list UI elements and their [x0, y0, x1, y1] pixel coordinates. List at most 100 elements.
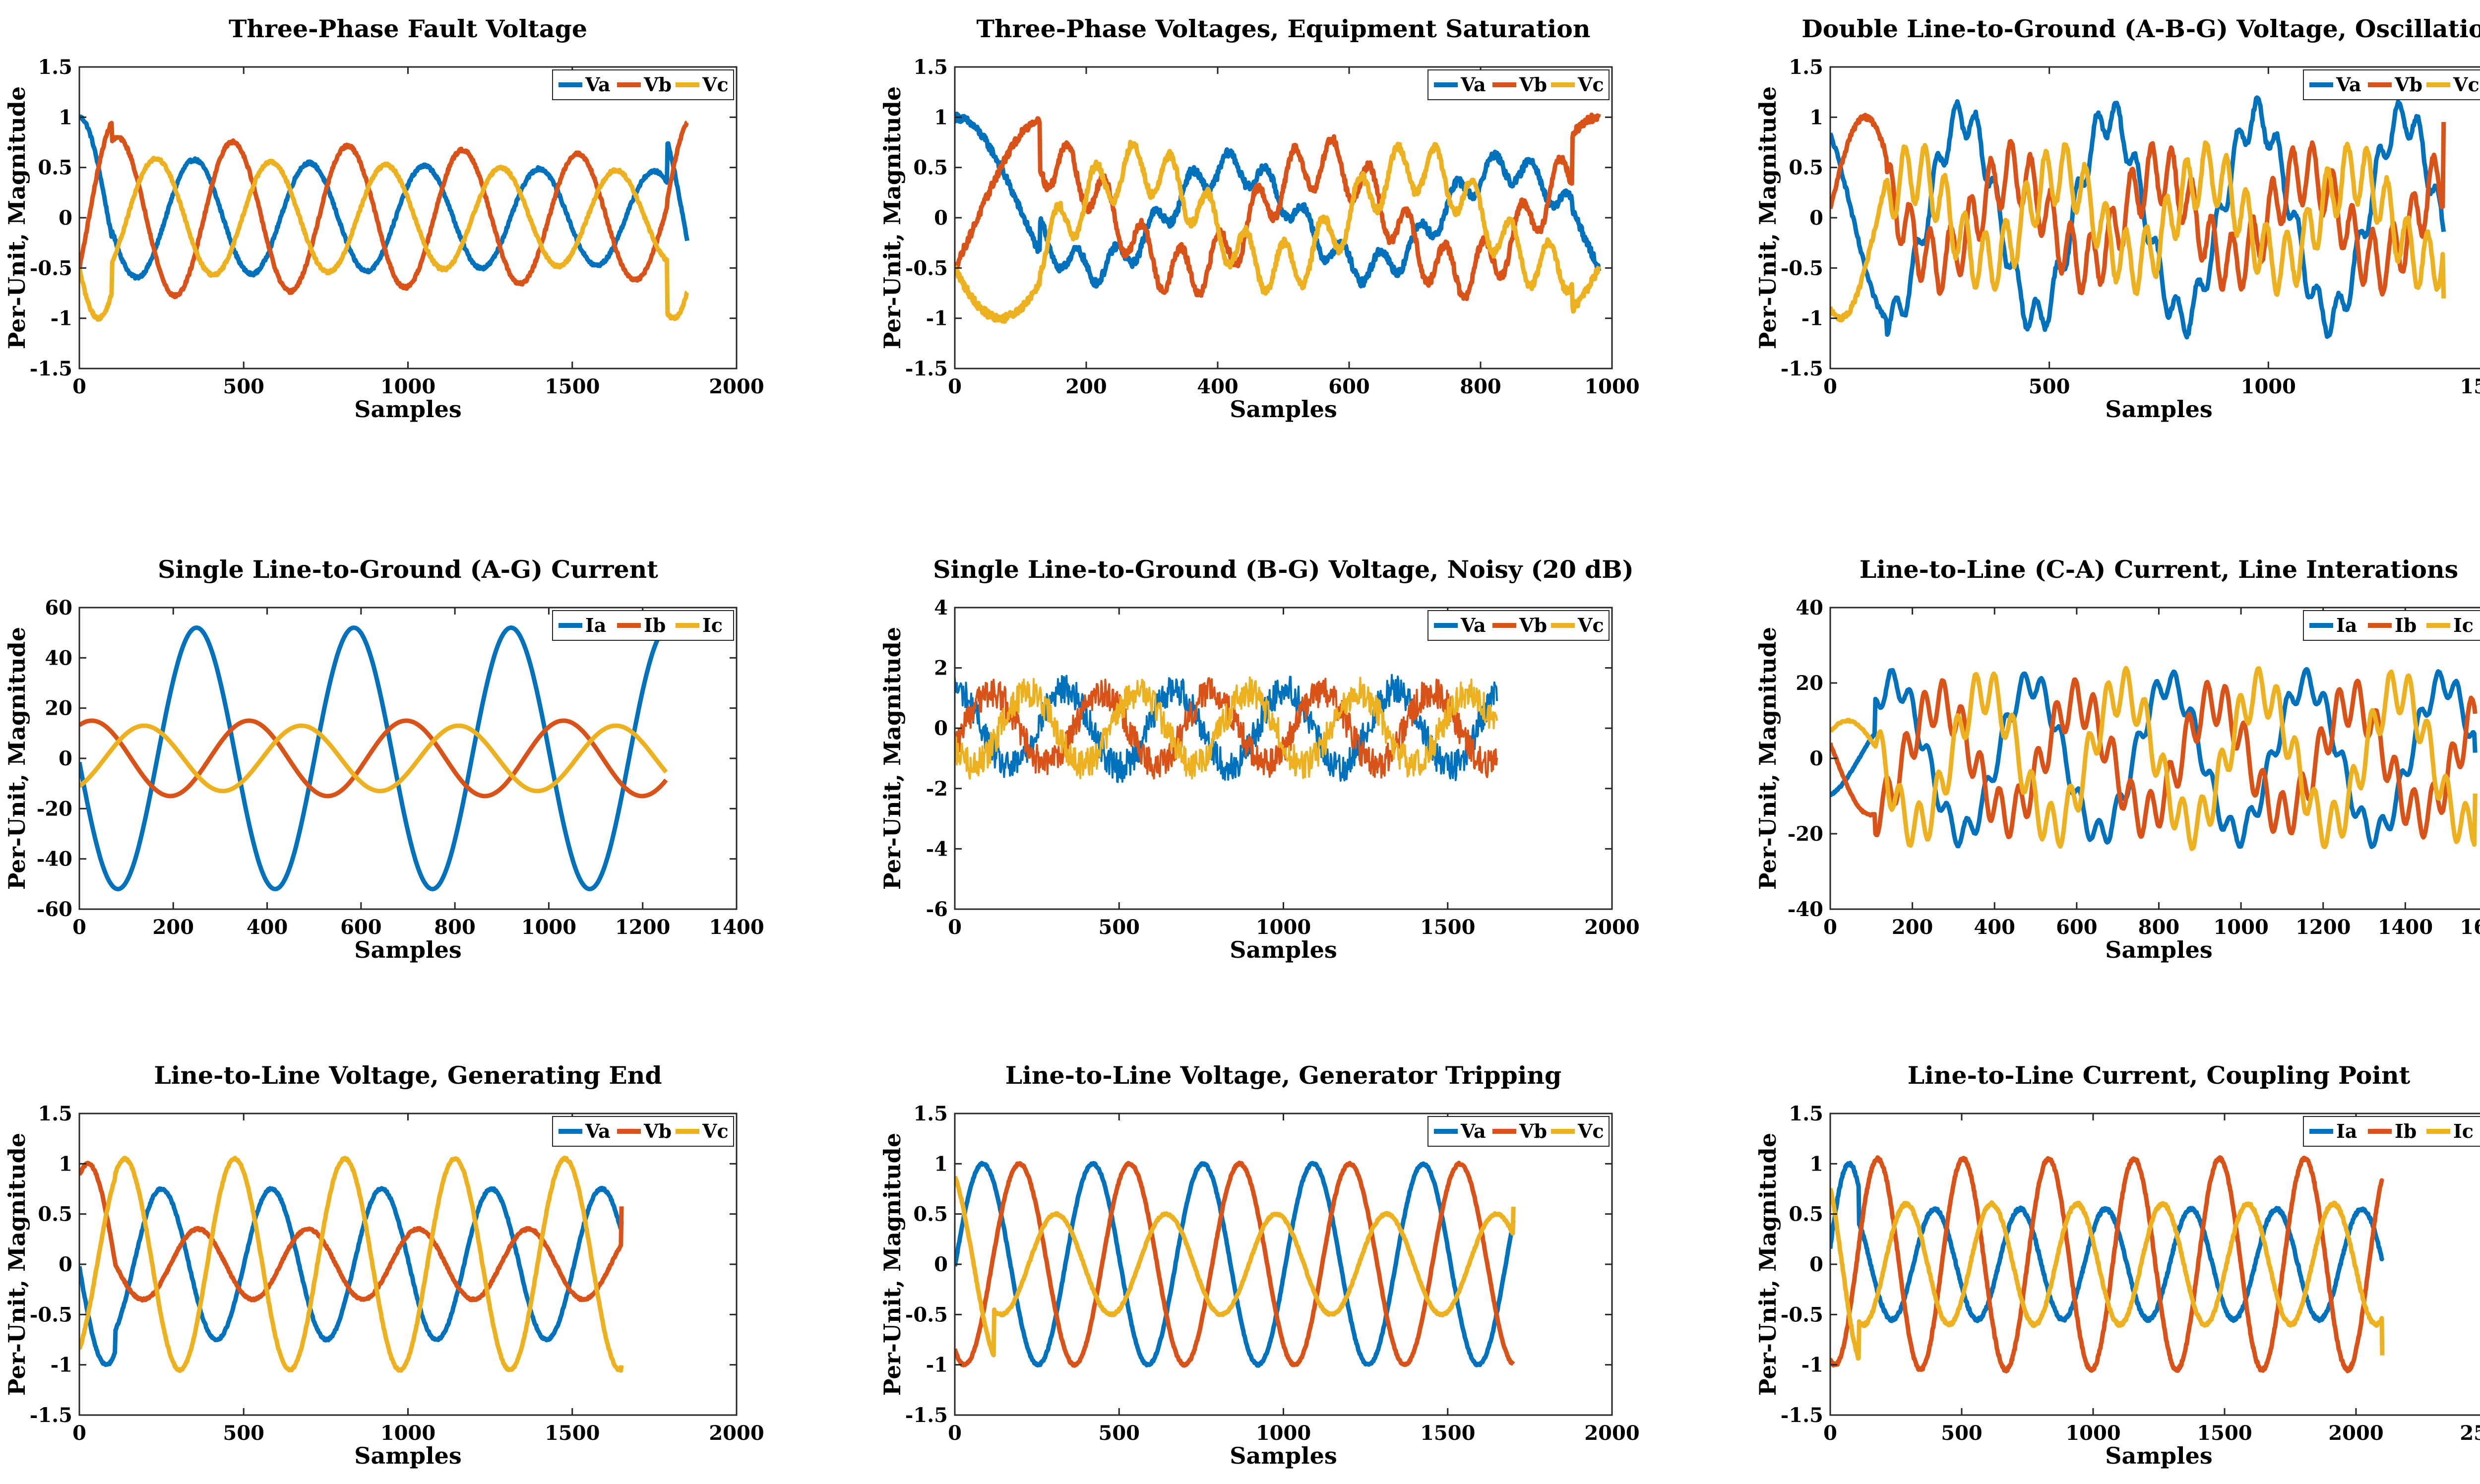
x-tick-label: 600 — [340, 916, 382, 939]
series-line-vb — [79, 120, 689, 300]
x-tick-label: 500 — [1941, 1422, 1983, 1445]
y-tick-label: -0.5 — [30, 256, 72, 280]
x-axis-label: Samples — [354, 1442, 462, 1469]
y-tick-label: -1.5 — [1781, 1404, 1823, 1427]
legend-entry: Vc — [1577, 73, 1604, 96]
y-axis-label: Per-Unit, Magnitude — [879, 1133, 906, 1396]
legend: Va Vb Vc — [1427, 610, 1610, 641]
y-tick-label: 0 — [1809, 1253, 1823, 1276]
x-tick-label: 1500 — [2197, 1422, 2252, 1445]
y-tick-label: 0.5 — [1789, 1203, 1823, 1226]
y-tick-label: 0 — [59, 747, 72, 770]
y-tick-label: -1 — [1801, 307, 1823, 330]
legend: Va Vb Vc — [2303, 69, 2480, 100]
series-line-va — [1830, 95, 2446, 340]
y-tick-label: 1 — [934, 106, 948, 129]
x-tick-label: 0 — [72, 916, 86, 939]
x-tick-label: 1500 — [1420, 916, 1475, 939]
y-tick-label: 4 — [934, 596, 948, 619]
series-line-va — [955, 1161, 1516, 1368]
y-tick-label: -20 — [1788, 822, 1823, 846]
x-tick-label: 500 — [2029, 375, 2070, 398]
y-tick-label: 0 — [59, 206, 72, 230]
legend: Ia Ib Ic — [2303, 610, 2480, 641]
series-group — [955, 112, 1601, 324]
y-tick-label: -1.5 — [30, 357, 72, 380]
x-tick-label: 1000 — [2241, 375, 2296, 398]
y-tick-label: 0.5 — [38, 156, 72, 180]
series-group — [1830, 666, 2478, 851]
plot-title: Single Line-to-Ground (B-G) Voltage, Noi… — [933, 555, 1634, 584]
plot-title: Line-to-Line Voltage, Generating End — [154, 1061, 662, 1090]
y-axis-label: Per-Unit, Magnitude — [1754, 627, 1781, 890]
y-axis-label: Per-Unit, Magnitude — [3, 627, 30, 890]
legend-entry: Va — [2336, 73, 2361, 96]
y-axis-label: Per-Unit, Magnitude — [1754, 1133, 1781, 1396]
series-line-ia — [1830, 1161, 2385, 1323]
y-tick-label: -0.5 — [30, 1303, 72, 1326]
y-tick-label: -1 — [1801, 1354, 1823, 1377]
y-tick-label: -1 — [926, 307, 948, 330]
plot-title: Line-to-Line Current, Coupling Point — [1908, 1061, 2411, 1090]
x-tick-label: 400 — [1974, 916, 2016, 939]
legend-entry: Ia — [585, 614, 606, 636]
x-tick-label: 1500 — [1420, 1422, 1475, 1445]
y-tick-label: -0.5 — [905, 256, 948, 280]
y-tick-label: 0.5 — [913, 1203, 948, 1226]
x-tick-label: 1500 — [2460, 375, 2480, 398]
x-tick-label: 500 — [1099, 1422, 1140, 1445]
series-line-vc — [79, 156, 689, 322]
series-line-ia — [1830, 667, 2478, 849]
x-tick-label: 0 — [948, 916, 962, 939]
legend: Ia Ib Ic — [2303, 1116, 2480, 1147]
x-tick-label: 1200 — [615, 916, 670, 939]
legend-entry: Vc — [702, 73, 729, 96]
y-tick-label: 1.5 — [913, 1102, 948, 1125]
x-tick-label: 400 — [1197, 375, 1239, 398]
legend-entry: Va — [585, 73, 611, 96]
legend-entry: Vb — [643, 1120, 672, 1142]
x-tick-label: 1000 — [1256, 916, 1311, 939]
legend-entry: Vb — [1519, 614, 1547, 636]
x-axis-label: Samples — [2105, 396, 2213, 423]
x-tick-label: 0 — [948, 375, 962, 398]
legend-entry: Va — [1460, 614, 1486, 636]
legend-entry: Ic — [702, 614, 723, 636]
x-tick-label: 1000 — [380, 1422, 435, 1445]
x-tick-label: 2000 — [1584, 1422, 1639, 1445]
y-tick-label: -40 — [37, 848, 72, 871]
x-tick-label: 0 — [1823, 1422, 1837, 1445]
y-tick-label: 0.5 — [913, 156, 948, 180]
series-line-vb — [79, 1161, 624, 1303]
x-tick-label: 1400 — [2378, 916, 2433, 939]
x-axis-label: Samples — [1230, 1442, 1337, 1469]
x-axis-label: Samples — [2105, 936, 2213, 963]
x-tick-label: 200 — [1065, 375, 1107, 398]
y-tick-label: 1 — [59, 106, 72, 129]
x-tick-label: 800 — [2138, 916, 2180, 939]
y-tick-label: 1.5 — [38, 56, 72, 79]
legend-entry: Vc — [2453, 73, 2480, 96]
series-group — [79, 1156, 624, 1373]
y-axis-label: Per-Unit, Magnitude — [3, 86, 30, 349]
subplot-2: Three-Phase Voltages, Equipment Saturati… — [879, 14, 1640, 423]
legend-entry: Va — [1460, 1120, 1486, 1142]
legend-entry: Vc — [1577, 614, 1604, 636]
x-axis-label: Samples — [2105, 1442, 2213, 1469]
y-tick-label: -1.5 — [1781, 357, 1823, 380]
legend-entry: Vb — [1519, 1120, 1547, 1142]
y-tick-label: 0.5 — [1789, 156, 1823, 180]
subplot-6: Line-to-Line (C-A) Current, Line Interat… — [1754, 555, 2480, 963]
y-tick-label: 0 — [934, 206, 948, 230]
series-line-va — [79, 114, 690, 281]
axes-box — [78, 66, 738, 370]
x-tick-label: 0 — [1823, 375, 1837, 398]
subplot-1: Three-Phase Fault Voltage 0 500 1000 1500 200… — [3, 14, 764, 423]
y-tick-label: 1 — [59, 1152, 72, 1175]
x-tick-label: 400 — [247, 916, 288, 939]
y-tick-label: -1.5 — [30, 1404, 72, 1427]
plot-title: Three-Phase Fault Voltage — [229, 14, 587, 43]
legend-entry: Ib — [2395, 1120, 2417, 1142]
